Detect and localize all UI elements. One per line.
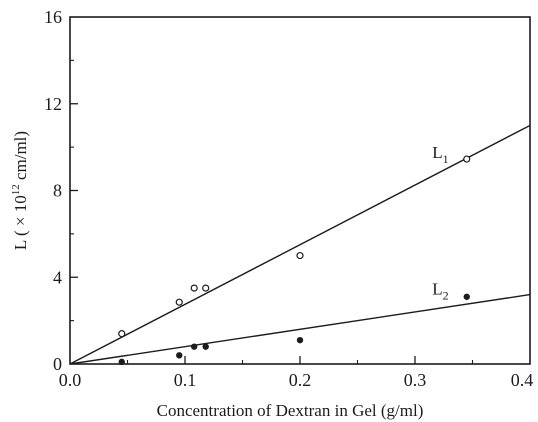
series-1-point-1 xyxy=(118,330,126,338)
x-axis-label: Concentration of Dextran in Gel (g/ml) xyxy=(157,401,424,420)
series-2-point-4 xyxy=(202,343,209,350)
series-1-point-6 xyxy=(463,155,471,163)
y-tick-label: 0 xyxy=(53,354,62,374)
series-2-point-3 xyxy=(190,343,198,350)
series-1-point-3 xyxy=(190,284,198,292)
series-1-point-5 xyxy=(296,251,304,260)
y-tick-label: 16 xyxy=(44,7,62,27)
series-2-point-6 xyxy=(463,293,470,300)
series-2-point-5 xyxy=(296,336,304,344)
series-1-point-4 xyxy=(202,284,210,292)
series-1-label: L1 xyxy=(432,143,448,166)
x-tick-label: 0.2 xyxy=(289,370,312,390)
y-tick-label: 4 xyxy=(53,267,62,287)
series-2-fit-line xyxy=(69,293,531,365)
series-1-point-2 xyxy=(175,298,183,306)
x-tick-label: 0.3 xyxy=(404,370,427,390)
y-tick-label: 8 xyxy=(53,181,62,201)
y-tick-label: 12 xyxy=(44,94,62,114)
y-axis-label: L ( × 1012 cm/ml) xyxy=(10,131,30,250)
series-2-point-2 xyxy=(176,352,183,359)
x-tick-label: 0.0 xyxy=(59,370,82,390)
series-2-point-1 xyxy=(118,358,125,366)
x-tick-label: 0.1 xyxy=(174,370,197,390)
series-2-label: L2 xyxy=(432,280,448,303)
series-1-fit-line xyxy=(69,124,531,365)
plot-frame xyxy=(69,16,531,365)
x-tick-label: 0.4 xyxy=(511,370,534,390)
